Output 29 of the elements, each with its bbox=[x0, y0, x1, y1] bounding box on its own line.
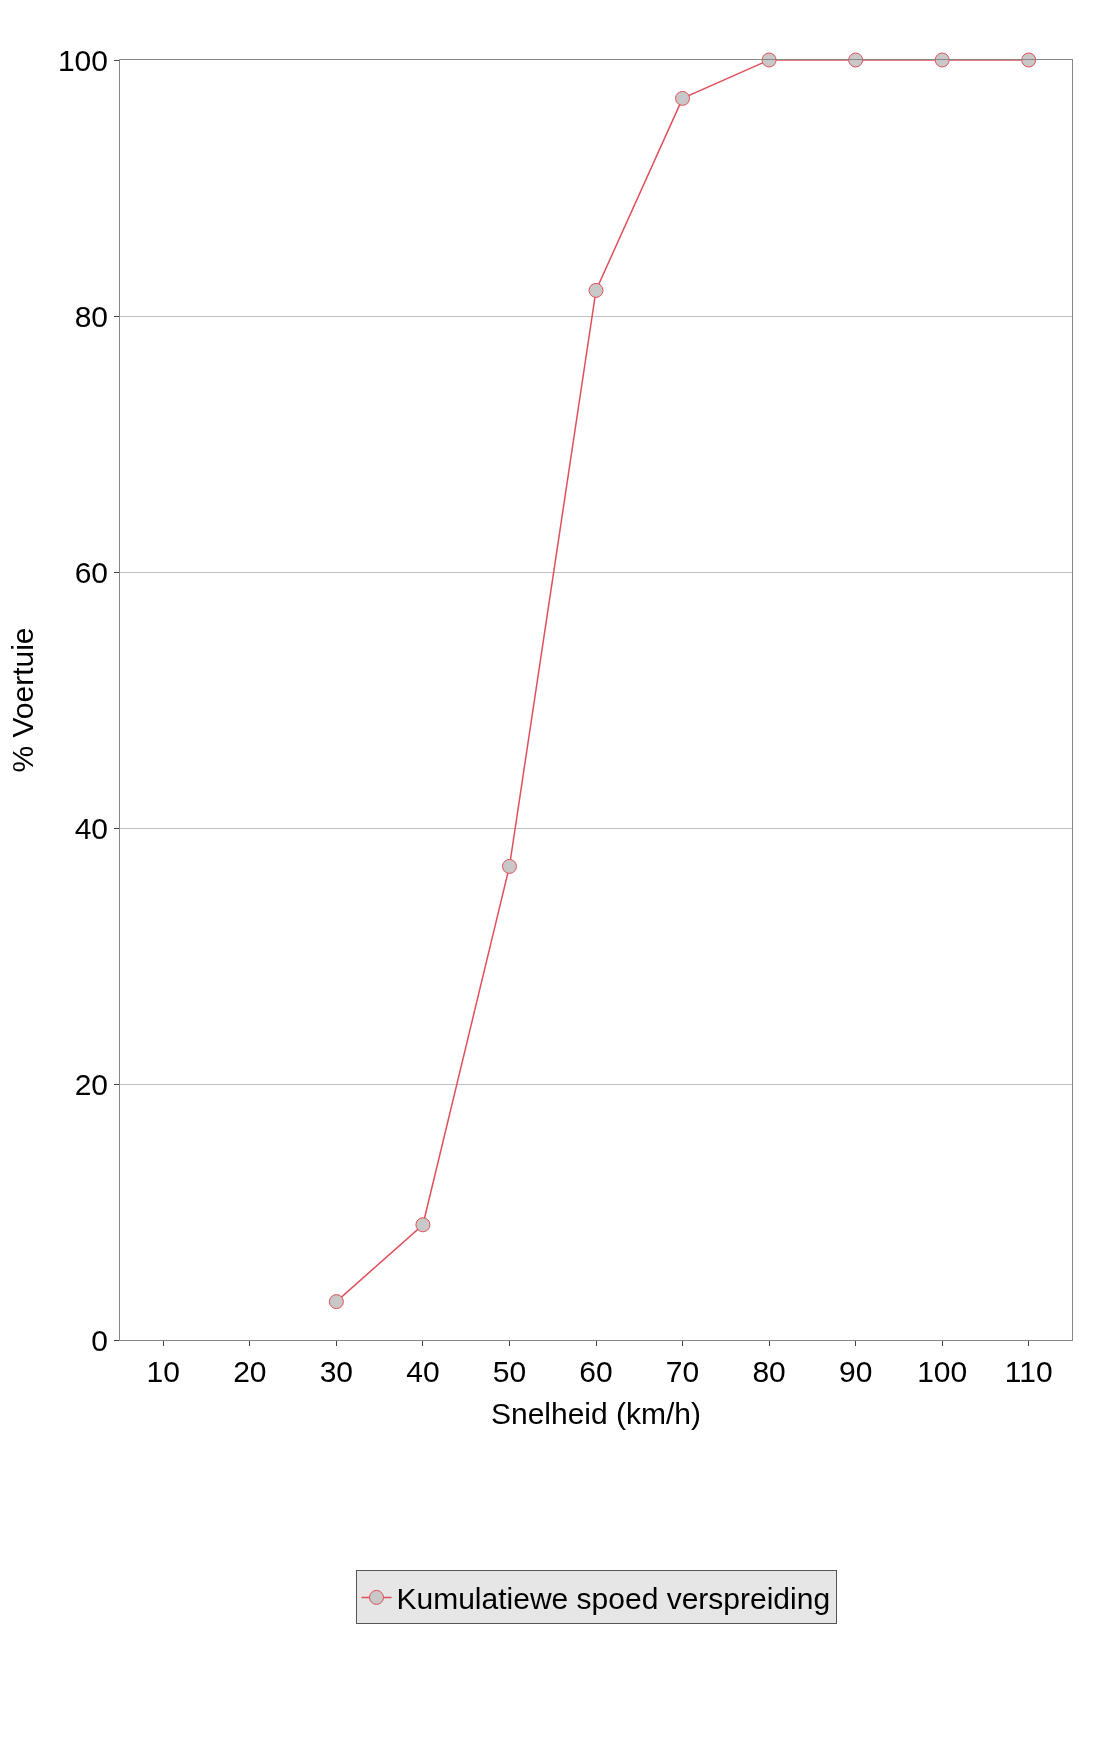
y-tick-label: 60 bbox=[74, 555, 108, 589]
point bbox=[761, 52, 777, 68]
y-axis-title: % Voertuie bbox=[5, 627, 39, 773]
x-tick-label: 80 bbox=[752, 1355, 786, 1388]
point bbox=[501, 858, 517, 874]
y-tick-label: 20 bbox=[74, 1067, 108, 1101]
point bbox=[675, 90, 691, 106]
x-tick-label: 40 bbox=[406, 1355, 440, 1388]
x-tick-label: 10 bbox=[146, 1355, 180, 1388]
point bbox=[934, 52, 950, 68]
x-tick-label: 30 bbox=[319, 1355, 354, 1388]
point bbox=[848, 52, 864, 68]
point bbox=[328, 1294, 344, 1310]
x-tick-label: 20 bbox=[233, 1355, 267, 1388]
x-axis-title: Snelheid (km/h) bbox=[490, 1396, 702, 1430]
x-tick-label: 60 bbox=[579, 1355, 613, 1388]
point bbox=[1021, 52, 1037, 68]
legend-label: Kumulatiewe spoed verspreiding bbox=[396, 1582, 831, 1616]
y-tick-label: 100 bbox=[57, 43, 108, 77]
y-tick-label: 80 bbox=[74, 299, 108, 333]
y-tick-label: 40 bbox=[74, 811, 108, 845]
point bbox=[415, 1217, 431, 1233]
point bbox=[588, 282, 604, 298]
x-tick-label: 70 bbox=[665, 1355, 700, 1388]
x-tick-label: 90 bbox=[838, 1355, 873, 1388]
y-tick-label: 0 bbox=[91, 1323, 108, 1357]
x-tick-label: 110 bbox=[1004, 1355, 1053, 1388]
x-tick-label: 100 bbox=[917, 1355, 968, 1388]
x-tick-label: 50 bbox=[492, 1355, 527, 1388]
